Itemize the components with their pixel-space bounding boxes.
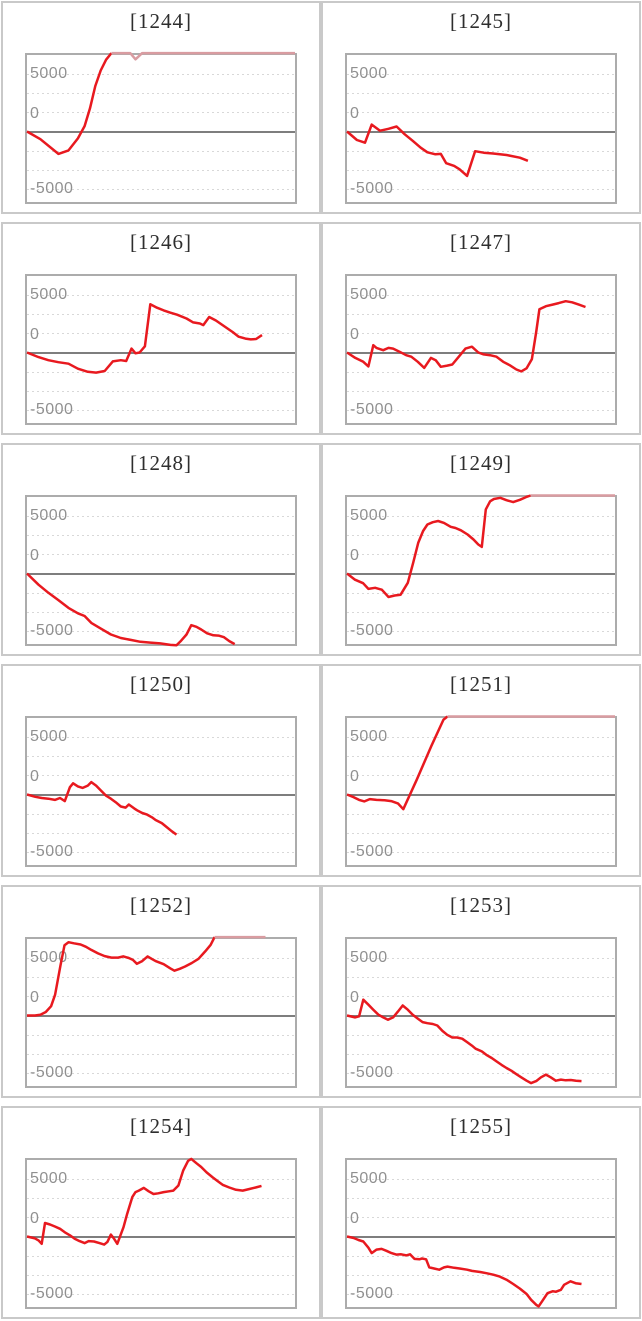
- chart-title: [1244]: [130, 9, 192, 33]
- y-tick-minus5000: -5000: [30, 1064, 74, 1081]
- zero-line: [347, 794, 615, 796]
- y-tick-minus5000: -5000: [30, 180, 74, 197]
- chart-tile-1249: [1249] 5000 0 -5000: [321, 443, 641, 656]
- y-tick-5000: 5000: [350, 65, 388, 82]
- y-tick-5000: 5000: [30, 949, 68, 966]
- zero-line: [27, 1015, 295, 1017]
- zero-line: [347, 573, 615, 575]
- y-tick-0: 0: [350, 768, 360, 785]
- y-tick-5000: 5000: [350, 507, 388, 524]
- y-tick-0: 0: [30, 547, 40, 564]
- chart-title: [1246]: [130, 230, 192, 254]
- zero-line: [347, 131, 615, 133]
- y-tick-0: 0: [30, 989, 40, 1006]
- chart-tile-1253: [1253] 5000 0 -5000: [321, 885, 641, 1098]
- zero-line: [27, 352, 295, 354]
- zero-line: [347, 1015, 615, 1017]
- y-tick-0: 0: [350, 547, 360, 564]
- y-tick-minus5000: -5000: [30, 1285, 74, 1302]
- y-tick-5000: 5000: [30, 65, 68, 82]
- y-tick-minus5000: -5000: [350, 622, 394, 639]
- chart-title: [1249]: [450, 451, 512, 475]
- y-tick-0: 0: [350, 1210, 360, 1227]
- chart-title: [1245]: [450, 9, 512, 33]
- y-tick-5000: 5000: [350, 286, 388, 303]
- y-tick-minus5000: -5000: [30, 622, 74, 639]
- y-tick-minus5000: -5000: [30, 401, 74, 418]
- chart-tile-1244: [1244] 5000 0 -5000: [1, 1, 321, 214]
- y-tick-minus5000: -5000: [350, 1064, 394, 1081]
- chart-tile-1251: [1251] 5000 0 -5000: [321, 664, 641, 877]
- zero-line: [347, 1236, 615, 1238]
- chart-title: [1251]: [450, 672, 512, 696]
- y-tick-5000: 5000: [30, 507, 68, 524]
- chart-tile-1254: [1254] 5000 0 -5000: [1, 1106, 321, 1319]
- chart-title: [1248]: [130, 451, 192, 475]
- chart-title: [1252]: [130, 893, 192, 917]
- chart-title: [1247]: [450, 230, 512, 254]
- chart-tile-1247: [1247] 5000 0 -5000: [321, 222, 641, 435]
- y-tick-0: 0: [30, 1210, 40, 1227]
- y-tick-minus5000: -5000: [350, 401, 394, 418]
- y-tick-5000: 5000: [30, 728, 68, 745]
- y-tick-minus5000: -5000: [350, 843, 394, 860]
- y-tick-5000: 5000: [30, 1170, 68, 1187]
- y-tick-0: 0: [350, 989, 360, 1006]
- chart-tile-1248: [1248] 5000 0 -5000: [1, 443, 321, 656]
- y-tick-0: 0: [350, 105, 360, 122]
- y-tick-0: 0: [350, 326, 360, 343]
- chart-tile-1255: [1255] 5000 0 -5000: [321, 1106, 641, 1319]
- y-tick-minus5000: -5000: [350, 180, 394, 197]
- y-tick-0: 0: [30, 105, 40, 122]
- zero-line: [27, 131, 295, 133]
- chart-title: [1253]: [450, 893, 512, 917]
- chart-tile-1252: [1252] 5000 0 -5000: [1, 885, 321, 1098]
- chart-title: [1250]: [130, 672, 192, 696]
- y-tick-5000: 5000: [350, 728, 388, 745]
- y-tick-5000: 5000: [30, 286, 68, 303]
- chart-tile-1246: [1246] 5000 0 -5000: [1, 222, 321, 435]
- y-tick-minus5000: -5000: [30, 843, 74, 860]
- y-tick-5000: 5000: [350, 949, 388, 966]
- zero-line: [27, 1236, 295, 1238]
- chart-title: [1255]: [450, 1114, 512, 1138]
- y-tick-5000: 5000: [350, 1170, 388, 1187]
- chart-title: [1254]: [130, 1114, 192, 1138]
- zero-line: [27, 573, 295, 575]
- zero-line: [27, 794, 295, 796]
- y-tick-0: 0: [30, 326, 40, 343]
- chart-tile-1245: [1245] 5000 0 -5000: [321, 1, 641, 214]
- chart-tile-1250: [1250] 5000 0 -5000: [1, 664, 321, 877]
- y-tick-0: 0: [30, 768, 40, 785]
- zero-line: [347, 352, 615, 354]
- y-tick-minus5000: -5000: [350, 1285, 394, 1302]
